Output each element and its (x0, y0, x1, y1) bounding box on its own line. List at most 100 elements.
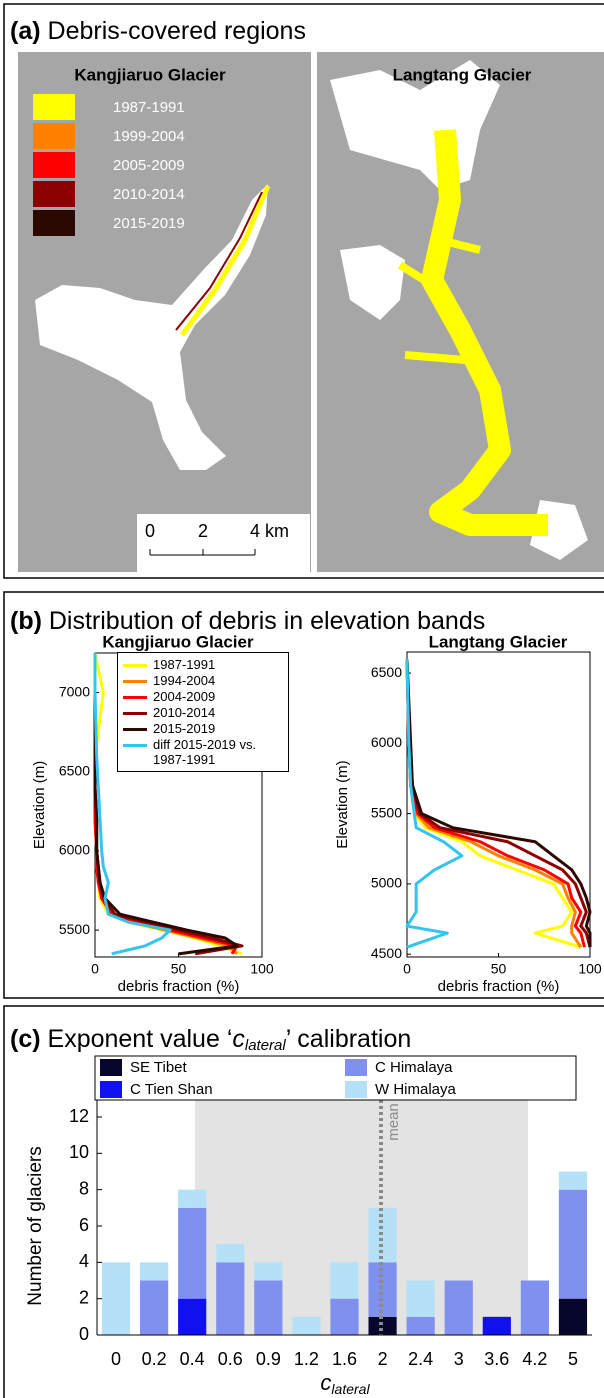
data-line (405, 658, 592, 948)
x-tick-label: 2.4 (408, 1349, 433, 1369)
y-tick-label: 2 (79, 1287, 89, 1307)
legend-swatch (345, 1081, 367, 1098)
y-axis-label: Elevation (m) (334, 760, 351, 848)
y-tick-label: 10 (69, 1142, 89, 1162)
y-tick-label: 6500 (371, 664, 402, 680)
y-tick-label: 7000 (59, 683, 90, 699)
x-tick-label: 1.6 (332, 1349, 357, 1369)
x-tick-label: 0.6 (218, 1349, 243, 1369)
legend-label: 2010-2014 (153, 705, 216, 720)
plot-area (406, 651, 591, 958)
title-var: c (232, 1025, 245, 1053)
legend-label: 2010-2014 (113, 186, 185, 203)
legend-item: 2015-2019 (118, 721, 288, 736)
map-title: Langtang Glacier (393, 65, 532, 84)
legend-label: 2004-2009 (153, 689, 216, 704)
legend-swatch (33, 210, 75, 236)
legend-swatch (123, 696, 147, 699)
bar (178, 1189, 207, 1208)
y-tick-label: 4500 (371, 945, 402, 961)
legend-item: 1987-1991 (118, 657, 288, 672)
y-tick-label: 4 (79, 1251, 89, 1271)
panel-label: (c) (10, 1025, 41, 1053)
legend-label: SE Tibet (130, 1059, 188, 1076)
panel-label: (b) (10, 607, 42, 635)
panel-label: (a) (10, 17, 41, 45)
legend-swatch (345, 1059, 367, 1076)
scale-label: 2 (198, 521, 208, 541)
legend-swatch (123, 728, 147, 731)
scale-bar (149, 549, 256, 556)
legend-label: 1987-1991 (113, 99, 185, 116)
legend-item: diff 2015-2019 vs. 1987-1991 (118, 737, 288, 767)
y-tick-label: 5500 (59, 921, 90, 937)
y-tick-label: 6000 (59, 842, 90, 858)
data-line (405, 658, 464, 949)
legend-label: 2015-2019 (153, 721, 216, 736)
bar (101, 1262, 131, 1335)
legend-item: 2010-2014 (118, 705, 288, 720)
x-tick-label: 100 (250, 961, 274, 977)
bar (558, 1171, 588, 1190)
y-tick-label: 8 (79, 1178, 89, 1198)
bar (558, 1189, 588, 1299)
legend-label: 1987-1991 (153, 657, 216, 672)
x-axis-label: clateral (320, 1370, 370, 1397)
bar (406, 1316, 435, 1335)
bar (444, 1280, 473, 1335)
x-tick-label: 50 (491, 961, 507, 977)
bar (216, 1262, 245, 1335)
x-axis-label: debris fraction (%) (118, 978, 240, 995)
scale-label: 0 (145, 521, 155, 541)
y-tick-label: 6500 (59, 762, 90, 778)
x-tick-label: 1.2 (294, 1349, 319, 1369)
x-tick-label: 0.2 (142, 1349, 167, 1369)
chart-subtitle: Langtang Glacier (429, 632, 568, 651)
x-tick-label: 0 (111, 1349, 121, 1369)
panel-frame (3, 3, 604, 579)
scale-label: 4 km (250, 521, 289, 541)
legend: 1987-1991 1994-2004 2004-2009 2010-2014 2015… (117, 652, 289, 772)
mean-label: mean (385, 1103, 402, 1141)
legend-label: W Himalaya (375, 1081, 457, 1098)
bar (254, 1280, 283, 1335)
y-tick-label: 5000 (371, 875, 402, 891)
data-line (93, 653, 239, 956)
legend-box (94, 1055, 577, 1101)
bar (330, 1262, 359, 1299)
bar (140, 1262, 169, 1281)
legend-label: 2015-2019 (113, 215, 185, 232)
legend-label: 1994-2004 (153, 673, 216, 688)
legend-label: 1999-2004 (113, 128, 185, 145)
x-tick-label: 0.9 (256, 1349, 281, 1369)
bar (178, 1298, 207, 1335)
title-text: ’ calibration (286, 1025, 412, 1053)
legend-swatch (100, 1081, 122, 1098)
x-tick-label: 0 (403, 961, 411, 977)
x-tick-label: 3.6 (484, 1349, 509, 1369)
legend-label: C Tien Shan (130, 1081, 213, 1098)
bar (178, 1207, 207, 1299)
bar (558, 1298, 588, 1335)
title-text: Exponent value ‘ (48, 1025, 233, 1053)
x-tick-label: 3 (454, 1349, 464, 1369)
glacier-right (330, 60, 588, 560)
panel-title: (c) Exponent value ‘clateral’ calibratio… (10, 1025, 411, 1054)
x-tick-label: 2 (378, 1349, 388, 1369)
map-title: Kangjiaruo Glacier (74, 65, 226, 84)
x-tick-label: 100 (578, 961, 602, 977)
bar (406, 1280, 435, 1317)
y-axis-label: Number of glaciers (25, 1146, 46, 1305)
y-axis-label: Elevation (m) (31, 761, 48, 849)
bar (216, 1244, 245, 1263)
x-tick-label: 50 (171, 961, 187, 977)
legend-item: 2004-2009 (118, 689, 288, 704)
legend-swatch (123, 744, 147, 747)
bar (292, 1316, 321, 1335)
legend-swatch (123, 680, 147, 683)
legend-swatch (123, 664, 147, 667)
std-band (195, 1100, 528, 1335)
bar (140, 1280, 169, 1335)
